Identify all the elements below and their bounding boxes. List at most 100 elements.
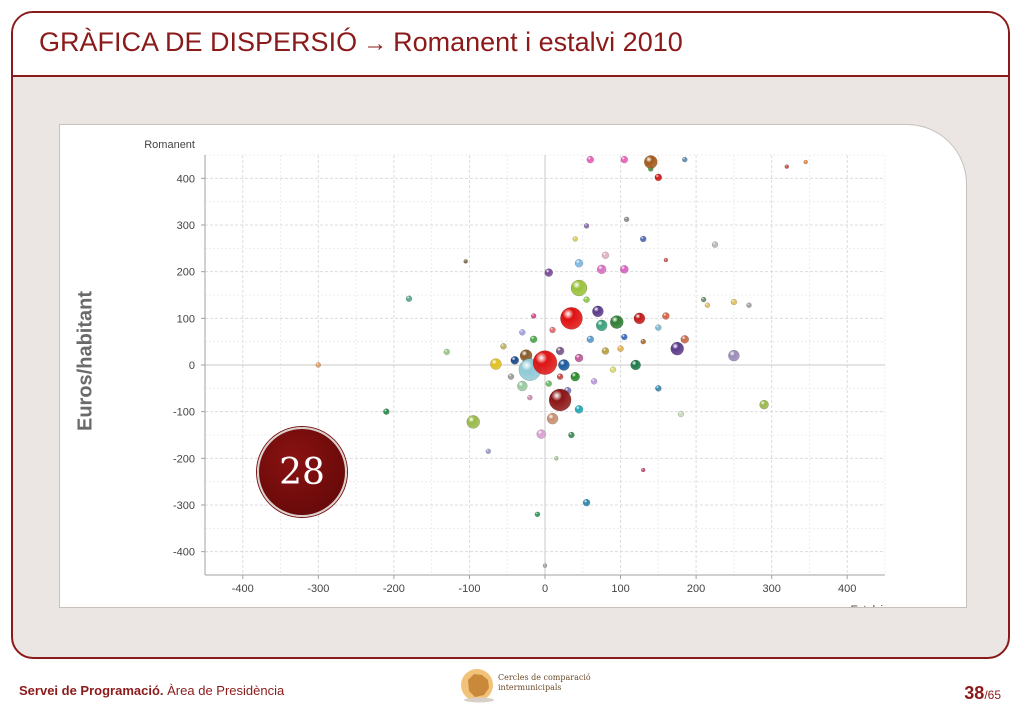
scatter-point xyxy=(617,345,624,352)
scatter-point xyxy=(677,410,685,418)
x-tick-label: -400 xyxy=(232,583,254,595)
scatter-point xyxy=(590,378,598,385)
points-layer xyxy=(315,155,808,568)
scatter-point xyxy=(623,216,630,223)
x-tick-label: -200 xyxy=(383,583,405,595)
scatter-point xyxy=(582,498,591,507)
scatter-point xyxy=(730,298,738,306)
scatter-point xyxy=(527,394,533,401)
scatter-point xyxy=(383,408,390,415)
x-tick-label: 100 xyxy=(611,583,629,595)
scatter-point xyxy=(601,251,610,260)
scatter-point xyxy=(586,335,595,344)
x-tick-label: -300 xyxy=(307,583,329,595)
scatter-point xyxy=(704,302,711,309)
slide-title: GRÀFICA DE DISPERSIÓ → Romanent i estalvi … xyxy=(39,27,683,58)
scatter-point xyxy=(663,257,669,263)
scatter-point xyxy=(555,346,565,356)
x-tick-label: -100 xyxy=(458,583,480,595)
title-prefix: GRÀFICA DE DISPERSIÓ xyxy=(39,27,358,57)
scatter-point xyxy=(759,399,769,410)
scatter-point xyxy=(532,350,558,375)
scatter-point xyxy=(700,296,707,303)
page-current: 38 xyxy=(964,683,985,703)
scatter-point xyxy=(574,353,584,363)
scatter-point xyxy=(574,259,584,268)
scatter-point xyxy=(546,412,559,425)
y-tick-label: 0 xyxy=(189,360,195,372)
page-total: /65 xyxy=(984,688,1001,702)
scatter-point xyxy=(536,429,546,439)
slide-frame: GRÀFICA DE DISPERSIÓ → Romanent i estalvi … xyxy=(11,11,1010,659)
scatter-point xyxy=(558,359,570,371)
scatter-point xyxy=(620,265,629,274)
chart-footer-strip xyxy=(60,599,124,607)
y-tick-label: -400 xyxy=(173,547,195,559)
scatter-point xyxy=(544,268,554,277)
scatter-point xyxy=(545,380,553,387)
y-axis-title: Romanent xyxy=(144,139,195,151)
province-map-logo-icon xyxy=(461,669,494,703)
scatter-point xyxy=(784,164,790,169)
x-axis-title: Estalvi xyxy=(851,604,883,607)
scatter-point xyxy=(654,173,663,182)
scatter-point xyxy=(572,236,578,242)
scatter-point xyxy=(556,373,564,380)
scatter-point xyxy=(601,347,610,355)
scatter-point xyxy=(530,313,537,319)
scatter-point xyxy=(490,358,502,370)
y-tick-label: 200 xyxy=(177,267,195,279)
scatter-point xyxy=(517,380,528,392)
scatter-point xyxy=(620,155,629,164)
scatter-point xyxy=(466,415,480,429)
scatter-point xyxy=(586,155,595,164)
title-bar: GRÀFICA DE DISPERSIÓ → Romanent i estalvi … xyxy=(13,13,1008,77)
scatter-point xyxy=(682,156,688,163)
scatter-point xyxy=(529,335,538,344)
scatter-point xyxy=(560,307,583,330)
footer-org-name: Servei de Programació. xyxy=(19,683,164,698)
chart-panel: -400 -300 -200 -100 0 100 200 300 400 400 300 200 10… xyxy=(59,124,967,608)
logo-line-1: Cercles de comparació xyxy=(498,673,591,682)
scatter-point xyxy=(554,456,559,461)
y-tick-label: 400 xyxy=(177,173,195,185)
scatter-point xyxy=(655,324,662,331)
scatter-point xyxy=(548,388,572,412)
scatter-point xyxy=(485,448,492,455)
logo-line-2: intermunicipals xyxy=(498,683,562,692)
scatter-point xyxy=(568,431,575,439)
scatter-point xyxy=(621,333,628,341)
scatter-chart: -400 -300 -200 -100 0 100 200 300 400 400 300 200 10… xyxy=(144,139,886,607)
scatter-point xyxy=(670,341,684,356)
scatter-point xyxy=(639,235,647,243)
x-tick-label: 400 xyxy=(838,583,856,595)
scatter-point xyxy=(549,326,556,334)
scatter-point xyxy=(640,338,646,345)
scatter-point xyxy=(592,305,604,318)
logo-text: Cercles de comparació intermunicipals xyxy=(498,673,598,693)
footer-area-name: Àrea de Presidència xyxy=(167,683,285,698)
y-tick-label: -300 xyxy=(173,500,195,512)
footer-organization: Servei de Programació. Àrea de Presidènc… xyxy=(19,683,284,698)
scatter-point xyxy=(644,155,658,169)
slide-count-badge: 28 xyxy=(257,427,347,517)
y-tick-label: -100 xyxy=(173,407,195,419)
scatter-point xyxy=(570,371,580,382)
y-tick-label: 100 xyxy=(177,313,195,325)
scatter-point xyxy=(519,329,526,336)
euros-per-habitant-label: Euros/habitant xyxy=(74,290,97,432)
y-tick-label: -200 xyxy=(173,453,195,465)
scatter-point xyxy=(510,356,520,365)
y-tick-label: 300 xyxy=(177,220,195,232)
scatter-point xyxy=(610,315,624,329)
scatter-point xyxy=(570,279,588,297)
scatter-point xyxy=(405,295,413,302)
scatter-point xyxy=(315,362,322,368)
scatter-point xyxy=(609,366,617,373)
badge-number: 28 xyxy=(279,451,325,493)
scatter-point xyxy=(596,264,607,275)
scatter-point xyxy=(507,373,515,380)
scatter-point xyxy=(746,302,752,309)
scatter-point xyxy=(574,405,584,414)
scatter-point xyxy=(500,343,507,350)
